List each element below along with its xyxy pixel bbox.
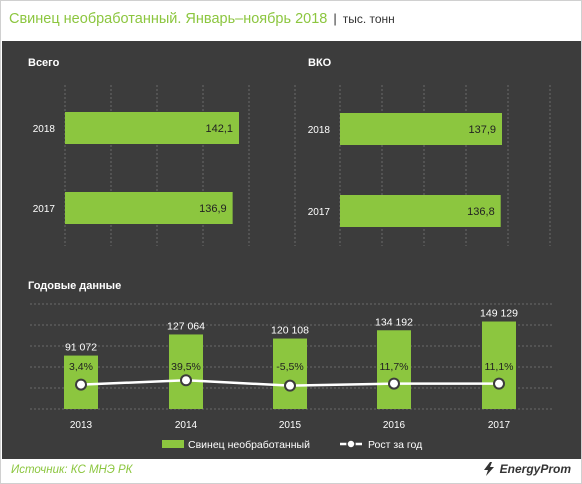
panel-0-value-2018: 142,1 — [205, 123, 233, 135]
panel-0-title: Всего — [28, 57, 60, 69]
annual-category-2013: 2013 — [70, 420, 93, 431]
growth-point-2016 — [388, 377, 400, 390]
growth-label-2015: -5,5% — [276, 361, 303, 373]
annual-category-2017: 2017 — [488, 420, 511, 431]
panel-1-value-2018: 137,9 — [468, 124, 496, 136]
chart-panel: Всего 2018 142,1 2017 136,9 ВКО 2018 137,9 2017 1… — [2, 41, 581, 459]
panel-1-title: ВКО — [308, 57, 332, 69]
source-text: Источник: КС МНЭ РК — [11, 464, 133, 476]
panel-1-category-2017: 2017 — [308, 207, 331, 218]
panel-0-value-2017: 136,9 — [199, 203, 227, 215]
footer: Источник: КС МНЭ РК EnergyProm — [1, 459, 581, 483]
unit-label: тыс. тонн — [342, 12, 395, 26]
title-separator: | — [333, 11, 337, 26]
legend-line-label: Рост за год — [368, 439, 422, 451]
annual-bar-value-2014: 127 064 — [167, 320, 205, 332]
annual-category-2014: 2014 — [175, 420, 198, 431]
growth-point-2015 — [284, 379, 296, 392]
annual-bar-2017 — [482, 321, 516, 409]
panel-0-category-2017: 2017 — [33, 204, 56, 215]
charts-svg: Всего 2018 142,1 2017 136,9 ВКО 2018 137,9 2017 1… — [28, 57, 554, 451]
annual-bar-2015 — [273, 338, 307, 409]
growth-label-2016: 11,7% — [380, 361, 409, 373]
panel-1-bar-2017 — [340, 195, 501, 227]
panel-1-value-2017: 136,8 — [467, 206, 495, 218]
logo-text: EnergyProm — [499, 462, 571, 476]
growth-label-2013: 3,4% — [69, 361, 93, 373]
annual-category-2016: 2016 — [383, 420, 406, 431]
legend-bar-swatch — [162, 440, 184, 448]
annual-bar-value-2013: 91 072 — [65, 342, 97, 354]
panel-0-bar-2017 — [65, 192, 233, 224]
legend-line-marker — [346, 439, 356, 449]
annual-bar-value-2016: 134 192 — [375, 316, 413, 328]
logo: EnergyProm — [482, 462, 571, 476]
panel-0-bar-2018 — [65, 112, 239, 144]
panel-2-title: Годовые данные — [28, 280, 121, 292]
header: Свинец необработанный. Январь–ноябрь 201… — [1, 1, 581, 41]
panel-1-bar-2018 — [340, 113, 502, 145]
annual-category-2015: 2015 — [279, 420, 302, 431]
legend-bar-label: Свинец необработанный — [188, 439, 310, 451]
panel-0-category-2018: 2018 — [33, 124, 56, 135]
annual-bar-value-2017: 149 129 — [480, 308, 518, 320]
annual-bar-value-2015: 120 108 — [271, 325, 309, 337]
title-text: Свинец необработанный. Январь–ноябрь 201… — [9, 11, 328, 27]
panel-1-category-2018: 2018 — [308, 125, 331, 136]
growth-label-2014: 39,5% — [171, 361, 201, 373]
annual-bar-2016 — [377, 330, 411, 409]
page-title: Свинец необработанный. Январь–ноябрь 201… — [9, 11, 395, 27]
growth-point-2013 — [75, 378, 87, 391]
growth-point-2014 — [180, 374, 192, 387]
growth-point-2017 — [493, 377, 505, 390]
lightning-icon — [483, 462, 494, 476]
annual-bar-2014 — [169, 334, 203, 409]
growth-label-2017: 11,1% — [485, 361, 514, 373]
